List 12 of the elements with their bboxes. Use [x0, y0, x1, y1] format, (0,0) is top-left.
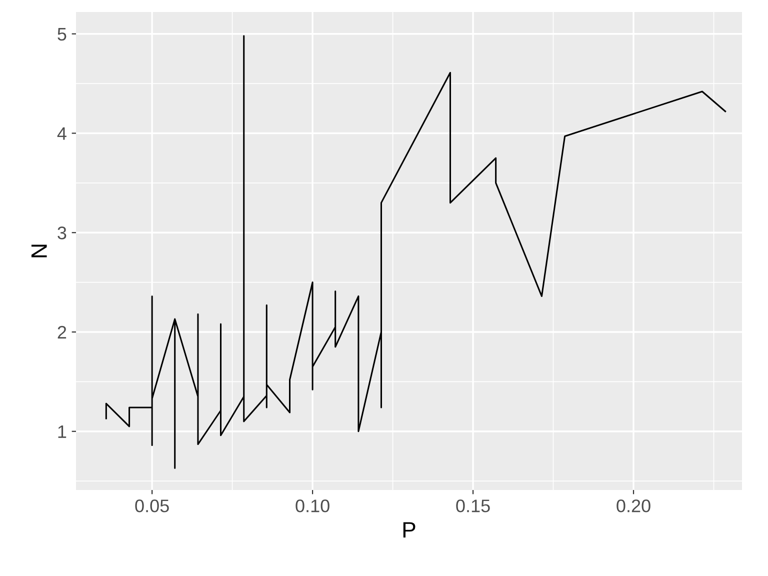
- x-tick-label: 0.10: [296, 500, 330, 512]
- x-tick-label: 0.20: [616, 500, 650, 512]
- y-tick-label: 2: [58, 326, 66, 339]
- x-tick-label: 0.15: [456, 500, 490, 512]
- y-tick-label: 5: [58, 28, 66, 41]
- x-axis-title: P: [403, 522, 416, 538]
- y-axis-title: N: [31, 244, 47, 258]
- y-tick-label: 3: [58, 226, 66, 240]
- y-tick-label: 1: [58, 425, 66, 438]
- y-tick-label: 4: [57, 127, 66, 140]
- line-series: [105, 35, 726, 469]
- x-tick-label: 0.05: [135, 500, 169, 512]
